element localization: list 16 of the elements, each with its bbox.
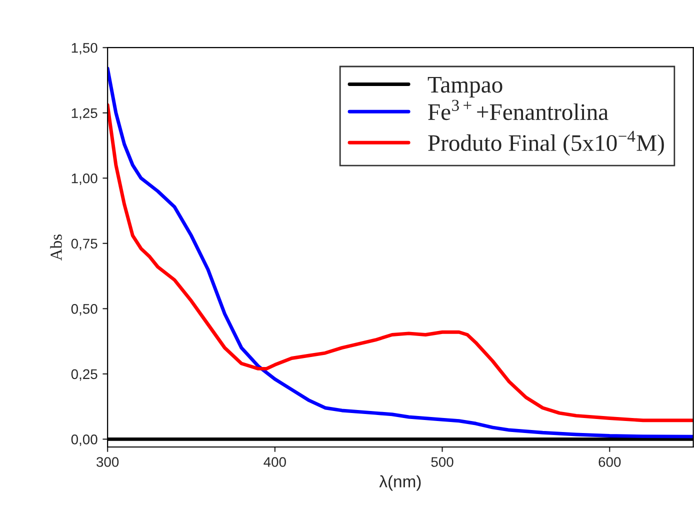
y-tick-label: 0,50 [71,304,98,316]
y-tick-label: 1,50 [72,42,98,54]
y-axis-title: Abs [50,234,62,261]
x-tick-label: 400 [264,457,286,467]
y-tick-label: 0,00 [71,434,98,446]
legend-label: Produto Final (5x10$^{−4}$M) [428,130,664,156]
legend-label: Tampao [428,77,502,98]
x-axis-title: λ(nm) [379,475,421,491]
y-tick-label: 1,00 [72,173,98,185]
y-tick-label: 1,25 [72,108,98,120]
x-tick-label: 300 [96,457,119,467]
x-tick-label: 600 [598,457,621,467]
y-tick-label: 0,25 [71,369,98,381]
x-tick-label: 500 [431,457,454,467]
legend-label: Fe$^{3+}$+Fenantrolina [428,100,608,120]
y-tick-label: 0,75 [71,238,98,250]
